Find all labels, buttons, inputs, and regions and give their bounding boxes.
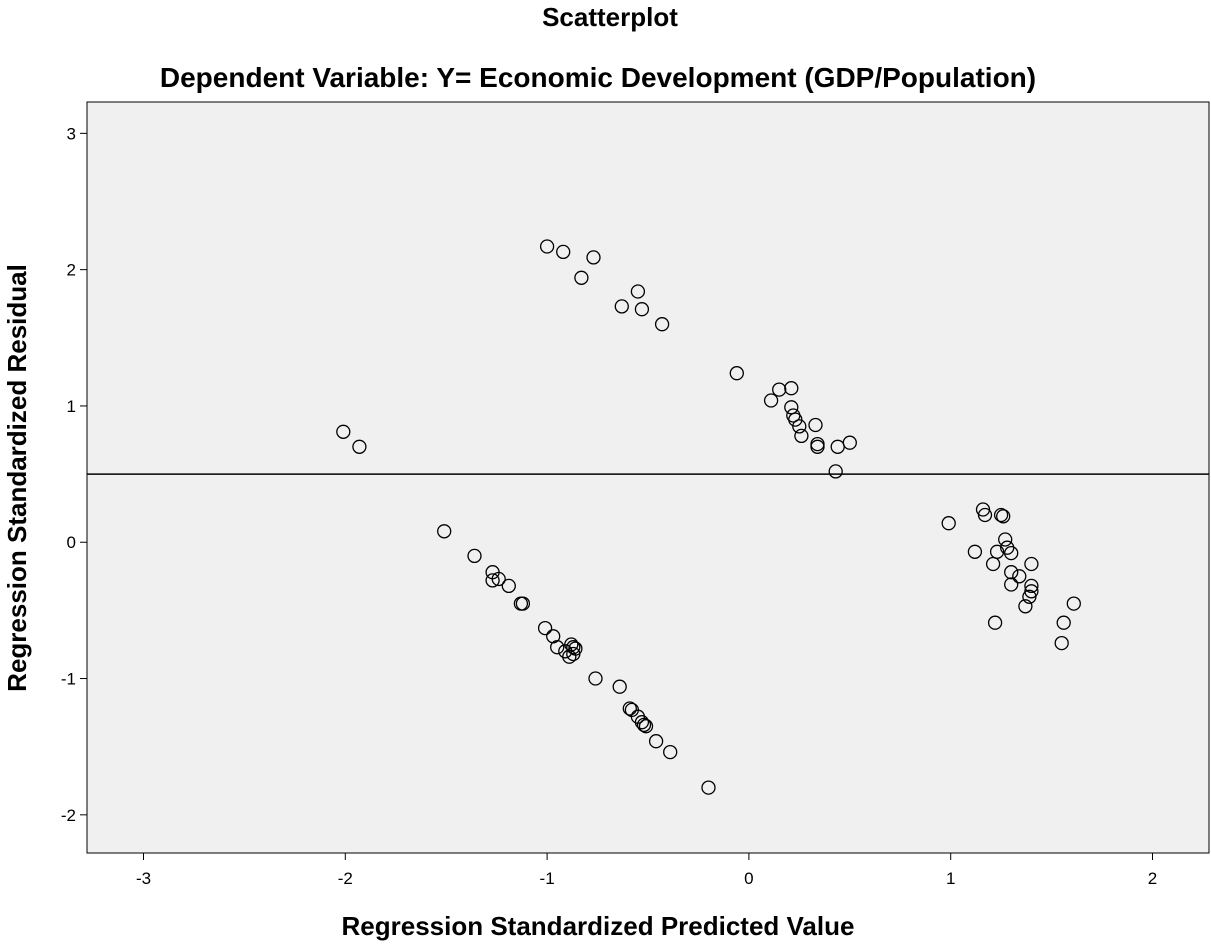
data-point — [634, 302, 650, 317]
plot-area — [86, 101, 1210, 854]
data-point — [729, 366, 744, 381]
data-point — [515, 596, 531, 611]
data-points — [336, 239, 1081, 795]
data-point — [828, 464, 843, 479]
x-tick-label: 1 — [946, 869, 955, 888]
data-point — [638, 719, 654, 734]
data-point — [993, 507, 1009, 523]
data-point — [574, 270, 589, 285]
chart-subtitle: Dependent Variable: Y= Economic Developm… — [160, 62, 1036, 93]
y-axis-label: Regression Standardized Residual — [2, 264, 32, 692]
data-point — [1054, 635, 1069, 651]
x-tick-label: -2 — [338, 869, 353, 888]
data-point — [491, 571, 506, 587]
data-point — [566, 646, 581, 662]
data-point — [539, 239, 555, 254]
data-point — [977, 507, 993, 523]
chart-title: Scatterplot — [542, 2, 678, 32]
y-tick-label: -2 — [61, 806, 76, 825]
data-point — [784, 381, 799, 396]
data-point — [630, 284, 646, 299]
x-axis: -3 -2 -1 0 1 2 — [136, 853, 1157, 888]
data-point — [763, 393, 779, 408]
data-point — [998, 532, 1013, 547]
data-point — [996, 509, 1011, 524]
data-point — [1024, 556, 1039, 572]
data-point — [1018, 599, 1033, 614]
data-point — [648, 734, 664, 749]
data-point — [352, 439, 367, 454]
data-point — [586, 250, 601, 265]
x-tick-label: -3 — [136, 869, 151, 888]
y-axis: -2 -1 0 1 2 3 — [61, 124, 87, 825]
data-point — [1012, 569, 1027, 584]
data-point — [336, 424, 351, 439]
data-point — [636, 717, 652, 733]
data-point — [622, 701, 637, 716]
data-point — [537, 620, 553, 636]
data-point — [550, 640, 565, 655]
data-point — [634, 715, 650, 730]
data-point — [967, 544, 983, 559]
y-tick-label: 3 — [67, 124, 76, 143]
data-point — [501, 578, 516, 594]
data-point — [772, 382, 787, 397]
x-tick-label: 2 — [1148, 869, 1157, 888]
data-point — [1024, 578, 1039, 594]
data-point — [1004, 545, 1019, 561]
data-point — [1066, 596, 1081, 611]
data-point — [830, 439, 845, 454]
x-tick-label: -1 — [540, 869, 555, 888]
data-point — [792, 419, 807, 434]
data-point — [985, 556, 1001, 572]
data-point — [987, 615, 1003, 630]
x-axis-label: Regression Standardized Predicted Value — [342, 911, 855, 941]
y-tick-label: -1 — [61, 670, 76, 689]
data-point — [808, 417, 823, 433]
x-tick-label: 0 — [744, 869, 753, 888]
data-point — [1022, 589, 1037, 604]
data-point — [556, 244, 571, 260]
data-point — [437, 524, 452, 539]
data-point — [1056, 615, 1071, 630]
y-tick-label: 0 — [67, 533, 76, 552]
data-point — [614, 299, 629, 314]
data-point — [1004, 565, 1019, 580]
data-point — [701, 780, 716, 795]
data-point — [1004, 577, 1019, 592]
data-point — [794, 428, 809, 444]
data-point — [612, 679, 627, 694]
data-point — [663, 744, 678, 760]
data-point — [788, 412, 803, 427]
data-point — [654, 317, 670, 332]
data-point — [562, 649, 577, 664]
data-point — [941, 516, 956, 531]
data-point — [810, 439, 825, 454]
y-tick-label: 1 — [67, 397, 76, 416]
data-point — [566, 640, 581, 655]
y-tick-label: 2 — [67, 261, 76, 280]
data-point — [485, 573, 500, 588]
data-point — [467, 548, 482, 564]
data-point — [588, 671, 603, 686]
